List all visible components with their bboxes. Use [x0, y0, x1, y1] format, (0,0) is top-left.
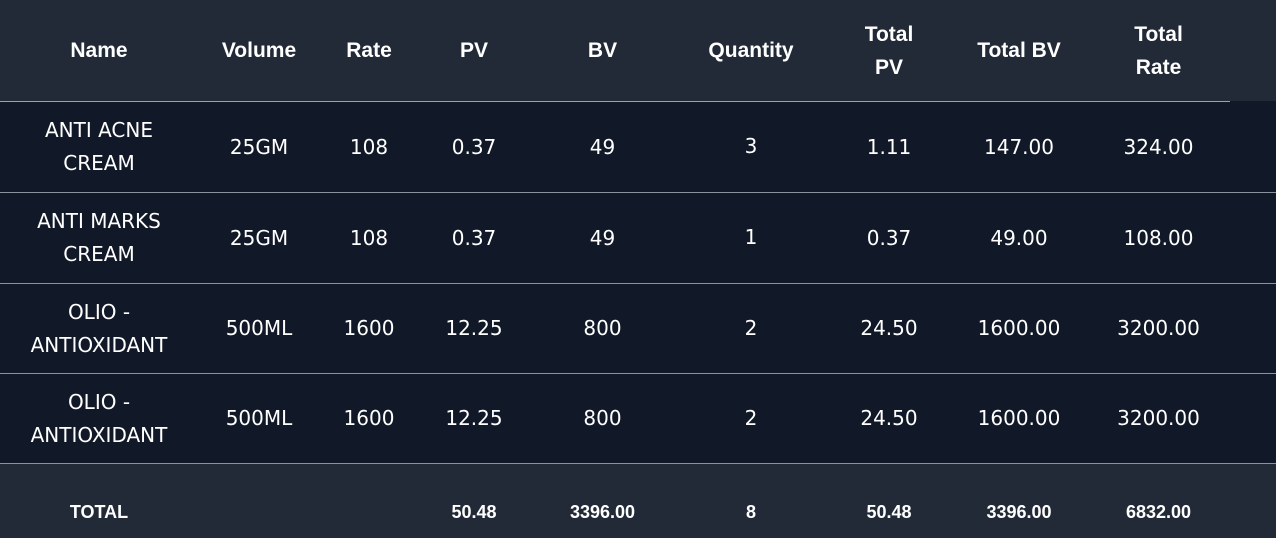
table-row: ANTI MARKS CREAM 25GM 108 0.37 49 1 0.37… — [0, 193, 1276, 283]
row-divider — [0, 463, 1276, 464]
column-header-total-rate: Total Rate — [1134, 22, 1183, 79]
footer-volume — [198, 464, 320, 538]
footer-total-bv: 3396.00 — [986, 501, 1052, 522]
column-header-bv: BV — [587, 39, 618, 62]
column-header-total-pv: Total PV — [864, 22, 914, 79]
footer-total-label: TOTAL — [69, 501, 129, 522]
row-divider — [0, 192, 1276, 193]
cell-total-rate: 324.00 — [1123, 134, 1194, 159]
footer-rate — [320, 464, 418, 538]
column-header-volume: Volume — [221, 39, 297, 62]
column-header-quantity: Quantity — [708, 39, 794, 62]
table-row: OLIO - ANTIOXIDANT 500ML 1600 12.25 800 … — [0, 284, 1276, 373]
row-divider — [0, 283, 1276, 284]
cell-total-rate: 3200.00 — [1117, 406, 1200, 430]
cell-pv: 12.25 — [445, 316, 503, 340]
cell-quantity: 2 — [744, 316, 758, 340]
column-header-total-bv: Total BV — [977, 39, 1061, 62]
cell-quantity: 1 — [744, 225, 758, 249]
cell-total-pv: 24.50 — [860, 316, 918, 340]
cell-name: ANTI ACNE CREAM — [44, 118, 153, 175]
cell-name: ANTI MARKS CREAM — [37, 209, 161, 266]
cell-total-pv: 24.50 — [860, 406, 918, 430]
cell-total-rate: 3200.00 — [1117, 316, 1200, 340]
column-header-name: Name — [70, 39, 128, 62]
cell-bv: 49 — [589, 225, 616, 250]
cell-rate: 1600 — [343, 316, 395, 340]
cell-total-bv: 1600.00 — [977, 316, 1061, 340]
header-divider — [0, 101, 1230, 102]
cell-name: OLIO - ANTIOXIDANT — [30, 299, 168, 357]
cell-total-bv: 1600.00 — [977, 406, 1061, 430]
footer-quantity: 8 — [745, 501, 756, 522]
table-footer-total: TOTAL 50.48 3396.00 8 50.48 3396.00 6832… — [0, 464, 1276, 538]
table-row: ANTI ACNE CREAM 25GM 108 0.37 49 3 1.11 … — [0, 102, 1276, 192]
cell-volume: 500ML — [225, 316, 293, 340]
cell-total-pv: 1.11 — [866, 134, 912, 159]
footer-pv: 50.48 — [451, 501, 497, 522]
cell-rate: 108 — [349, 134, 389, 159]
footer-bv: 3396.00 — [569, 501, 636, 522]
cell-pv: 12.25 — [445, 406, 503, 430]
cell-pv: 0.37 — [451, 134, 497, 159]
cell-rate: 108 — [349, 225, 389, 250]
cell-bv: 800 — [583, 316, 622, 340]
cell-volume: 500ML — [225, 406, 293, 430]
column-header-rate: Rate — [346, 39, 392, 62]
cell-volume: 25GM — [229, 225, 289, 250]
cell-total-pv: 0.37 — [866, 225, 912, 250]
cell-total-bv: 147.00 — [984, 134, 1054, 159]
table-row: OLIO - ANTIOXIDANT 500ML 1600 12.25 800 … — [0, 374, 1276, 463]
cell-bv: 49 — [589, 134, 616, 159]
cell-quantity: 3 — [744, 134, 758, 158]
column-header-pv: PV — [459, 39, 488, 62]
cell-quantity: 2 — [744, 406, 758, 430]
footer-total-pv: 50.48 — [866, 501, 912, 522]
cell-total-rate: 108.00 — [1123, 225, 1194, 250]
cell-pv: 0.37 — [451, 225, 497, 250]
cell-total-bv: 49.00 — [990, 225, 1048, 250]
cell-volume: 25GM — [229, 134, 289, 159]
cell-rate: 1600 — [343, 406, 395, 430]
cell-name: OLIO - ANTIOXIDANT — [30, 389, 168, 447]
row-divider — [0, 373, 1276, 374]
cell-bv: 800 — [583, 406, 622, 430]
table-header: Name Volume Rate PV BV Quantity Total PV… — [0, 0, 1276, 101]
footer-total-rate: 6832.00 — [1125, 501, 1192, 522]
